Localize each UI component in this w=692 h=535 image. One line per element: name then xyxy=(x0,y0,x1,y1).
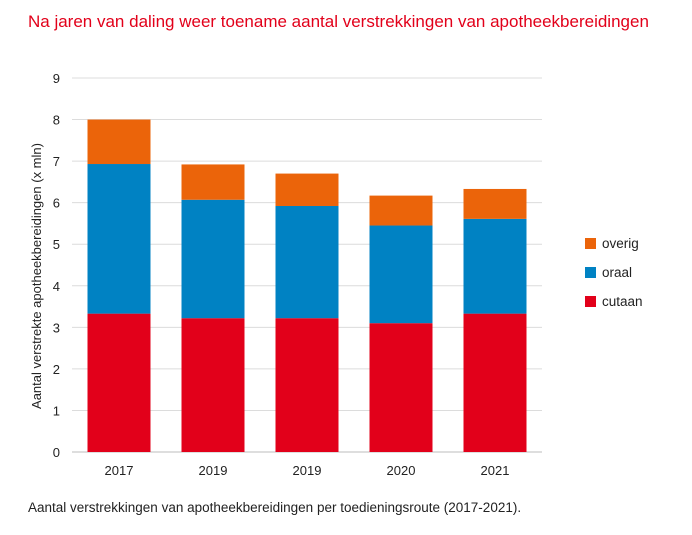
y-tick-label: 6 xyxy=(53,196,60,211)
bar-oraal xyxy=(275,205,339,319)
legend-label-cutaan: cutaan xyxy=(602,294,643,309)
bar-overig xyxy=(369,195,433,226)
y-axis-label: Aantal verstrekte apotheekbereidingen (x… xyxy=(29,143,44,409)
bars xyxy=(87,119,527,452)
legend-swatch-cutaan xyxy=(585,296,596,307)
bar-cutaan xyxy=(275,318,339,452)
bar-oraal xyxy=(181,199,245,319)
legend-swatch-overig xyxy=(585,238,596,249)
y-tick-labels: 0 1 2 3 4 5 6 7 8 9 xyxy=(53,71,60,460)
x-tick-labels: 2017 2019 2019 2020 2021 xyxy=(105,463,510,478)
bar-overig xyxy=(87,119,151,165)
y-tick-label: 0 xyxy=(53,445,60,460)
y-tick-label: 9 xyxy=(53,71,60,86)
legend-label-oraal: oraal xyxy=(602,265,632,280)
bar-oraal xyxy=(369,225,433,324)
y-tick-label: 5 xyxy=(53,237,60,252)
bar-cutaan xyxy=(463,313,527,452)
legend: overig oraal cutaan xyxy=(585,236,643,309)
chart-title: Na jaren van daling weer toename aantal … xyxy=(28,12,649,31)
legend-swatch-oraal xyxy=(585,267,596,278)
y-tick-label: 1 xyxy=(53,403,60,418)
x-tick-label: 2019 xyxy=(199,463,228,478)
y-tick-label: 3 xyxy=(53,320,60,335)
chart-caption: Aantal verstrekkingen van apotheekbereid… xyxy=(28,500,522,515)
bar-overig xyxy=(463,188,527,219)
x-tick-label: 2020 xyxy=(387,463,416,478)
x-tick-label: 2021 xyxy=(481,463,510,478)
x-tick-label: 2019 xyxy=(293,463,322,478)
bar-overig xyxy=(275,173,339,206)
x-tick-label: 2017 xyxy=(105,463,134,478)
bar-cutaan xyxy=(181,318,245,452)
bar-cutaan xyxy=(87,313,151,452)
bar-oraal xyxy=(87,164,151,314)
bar-cutaan xyxy=(369,323,433,452)
y-tick-label: 4 xyxy=(53,279,60,294)
bar-overig xyxy=(181,164,245,200)
y-tick-label: 2 xyxy=(53,362,60,377)
bar-oraal xyxy=(463,218,527,314)
legend-label-overig: overig xyxy=(602,236,639,251)
y-tick-label: 8 xyxy=(53,113,60,128)
y-tick-label: 7 xyxy=(53,154,60,169)
